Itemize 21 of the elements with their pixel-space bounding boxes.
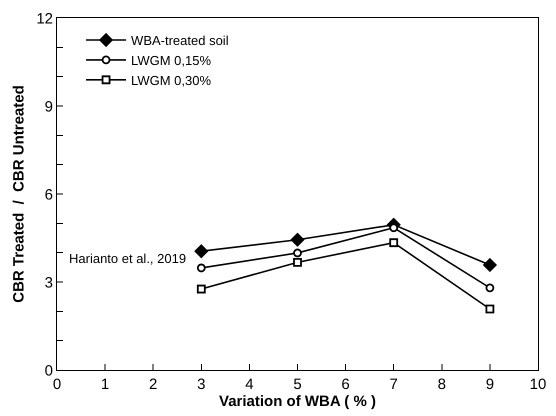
legend-label: LWGM 0,30% [131, 72, 212, 88]
x-tick-label: 1 [100, 376, 110, 393]
y-tick-label: 6 [44, 186, 53, 204]
y-tick-label: 9 [44, 98, 53, 116]
x-tick-label: 7 [390, 376, 398, 393]
x-tick-label: 4 [245, 376, 254, 393]
y-axis-title: CBR Treated / CBR Untreated [10, 85, 28, 303]
legend-label: LWGM 0,15% [131, 52, 212, 68]
y-tick-label: 3 [44, 274, 53, 292]
x-tick-label: 9 [486, 376, 494, 393]
x-tick-label: 6 [341, 376, 350, 393]
x-tick-label: 3 [197, 376, 206, 393]
annotation: Harianto et al., 2019 [69, 251, 186, 266]
x-tick-label: 2 [149, 376, 158, 393]
x-tick-label: 8 [438, 376, 446, 393]
y-tick-label: 12 [36, 10, 53, 28]
x-tick-label: 5 [293, 376, 302, 393]
y-tick-label: 0 [44, 362, 53, 380]
legend-label: WBA-treated soil [131, 33, 229, 48]
x-axis-title: Variation of WBA ( % ) [219, 393, 376, 410]
x-tick-label: 10 [530, 376, 546, 393]
